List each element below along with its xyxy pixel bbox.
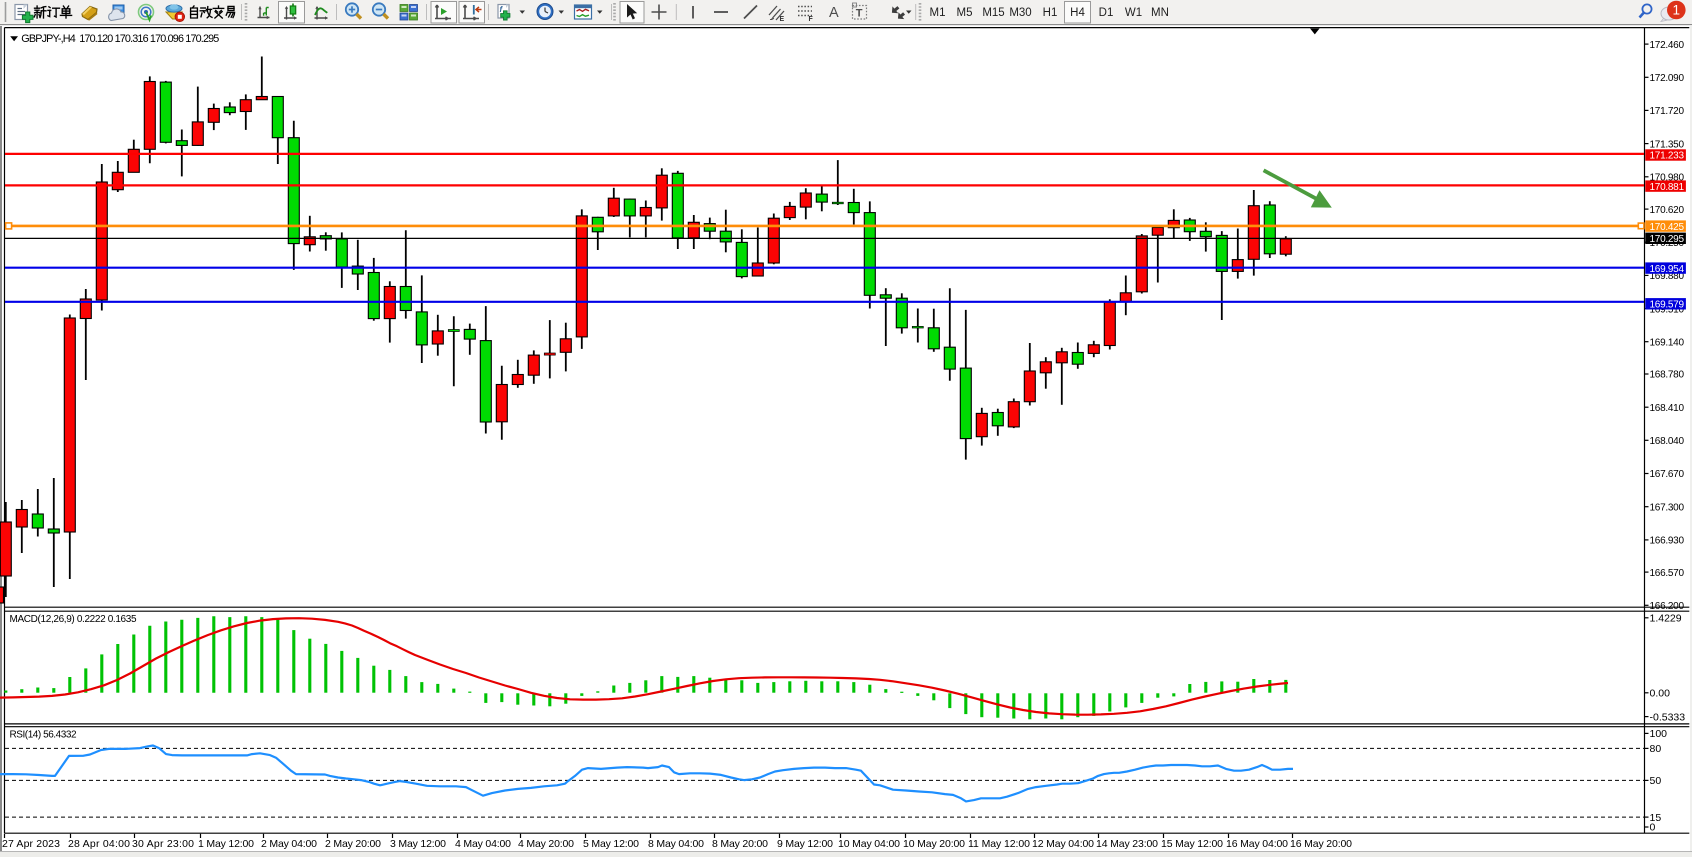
svg-text:1: 1 [1673, 3, 1681, 18]
svg-text:E: E [780, 16, 785, 23]
svg-text:0: 0 [1650, 822, 1656, 834]
svg-text:172.090: 172.090 [1650, 73, 1685, 84]
svg-text:166.930: 166.930 [1650, 536, 1685, 547]
svg-text:MACD(12,26,9) 0.2222 0.1635: MACD(12,26,9) 0.2222 0.1635 [10, 614, 137, 625]
svg-text:2 May 04:00: 2 May 04:00 [261, 838, 317, 850]
svg-text:1.4229: 1.4229 [1650, 613, 1682, 625]
svg-text:10 May 04:00: 10 May 04:00 [838, 838, 900, 850]
svg-text:170.295: 170.295 [1650, 234, 1685, 245]
svg-text:166.200: 166.200 [1650, 601, 1685, 612]
svg-text:28 Apr 04:00: 28 Apr 04:00 [68, 838, 130, 850]
svg-text:167.670: 167.670 [1650, 469, 1685, 480]
svg-text:80: 80 [1650, 743, 1662, 755]
svg-text:A: A [829, 5, 839, 21]
svg-text:1 May 12:00: 1 May 12:00 [198, 838, 254, 850]
svg-text:169.954: 169.954 [1650, 264, 1685, 275]
svg-text:8 May 04:00: 8 May 04:00 [648, 838, 704, 850]
svg-text:H4: H4 [1070, 7, 1085, 19]
svg-text:172.460: 172.460 [1650, 40, 1685, 51]
svg-text:-0.5333: -0.5333 [1650, 711, 1686, 723]
svg-text:10 May 20:00: 10 May 20:00 [903, 838, 965, 850]
svg-text:166.570: 166.570 [1650, 568, 1685, 579]
svg-text:M1: M1 [930, 7, 946, 19]
svg-text:4 May 04:00: 4 May 04:00 [455, 838, 511, 850]
svg-text:f: f [500, 5, 504, 14]
svg-text:MN: MN [1151, 7, 1169, 19]
svg-text:168.410: 168.410 [1650, 403, 1685, 414]
svg-text:168.040: 168.040 [1650, 436, 1685, 447]
svg-text:171.350: 171.350 [1650, 139, 1685, 150]
svg-text:170.620: 170.620 [1650, 205, 1685, 216]
svg-text:M30: M30 [1009, 7, 1031, 19]
svg-text:F: F [809, 16, 814, 23]
svg-text:12 May 04:00: 12 May 04:00 [1032, 838, 1094, 850]
svg-text:GBPJPY-,H4 170.120 170.316 17: GBPJPY-,H4 170.120 170.316 170.096 170.2… [21, 33, 219, 45]
svg-text:27 Apr 2023: 27 Apr 2023 [2, 838, 60, 850]
svg-text:3 May 12:00: 3 May 12:00 [390, 838, 446, 850]
svg-text:16 May 04:00: 16 May 04:00 [1226, 838, 1288, 850]
svg-text:M15: M15 [982, 7, 1004, 19]
svg-text:168.780: 168.780 [1650, 370, 1685, 381]
svg-text:5 May 12:00: 5 May 12:00 [583, 838, 639, 850]
svg-text:0.00: 0.00 [1650, 688, 1671, 700]
svg-text:8 May 20:00: 8 May 20:00 [712, 838, 768, 850]
svg-text:4 May 20:00: 4 May 20:00 [518, 838, 574, 850]
svg-text:W1: W1 [1125, 7, 1142, 19]
svg-text:169.510: 169.510 [1650, 304, 1685, 315]
svg-text:170.980: 170.980 [1650, 173, 1685, 184]
svg-text:50: 50 [1650, 775, 1662, 787]
svg-text:9 May 12:00: 9 May 12:00 [777, 838, 833, 850]
svg-text:169.579: 169.579 [1650, 300, 1685, 311]
svg-text:30 Apr 23:00: 30 Apr 23:00 [132, 838, 194, 850]
svg-text:171.720: 171.720 [1650, 106, 1685, 117]
svg-text:100: 100 [1650, 728, 1668, 740]
svg-text:167.300: 167.300 [1650, 502, 1685, 513]
svg-text:11 May 12:00: 11 May 12:00 [968, 838, 1030, 850]
svg-text:169.880: 169.880 [1650, 271, 1685, 282]
svg-text:D1: D1 [1099, 7, 1114, 19]
svg-text:M5: M5 [957, 7, 973, 19]
svg-text:16 May 20:00: 16 May 20:00 [1290, 838, 1352, 850]
svg-text:H1: H1 [1043, 7, 1058, 19]
svg-text:2 May 20:00: 2 May 20:00 [325, 838, 381, 850]
svg-text:170.425: 170.425 [1650, 222, 1685, 233]
svg-text:170.881: 170.881 [1650, 182, 1685, 193]
svg-text:14 May 23:00: 14 May 23:00 [1096, 838, 1158, 850]
svg-text:RSI(14) 56.4332: RSI(14) 56.4332 [10, 729, 77, 740]
svg-text:15: 15 [1650, 812, 1662, 824]
svg-text:171.233: 171.233 [1650, 151, 1685, 162]
svg-text:15 May 12:00: 15 May 12:00 [1161, 838, 1223, 850]
svg-text:T: T [856, 8, 863, 20]
svg-text:169.140: 169.140 [1650, 337, 1685, 348]
